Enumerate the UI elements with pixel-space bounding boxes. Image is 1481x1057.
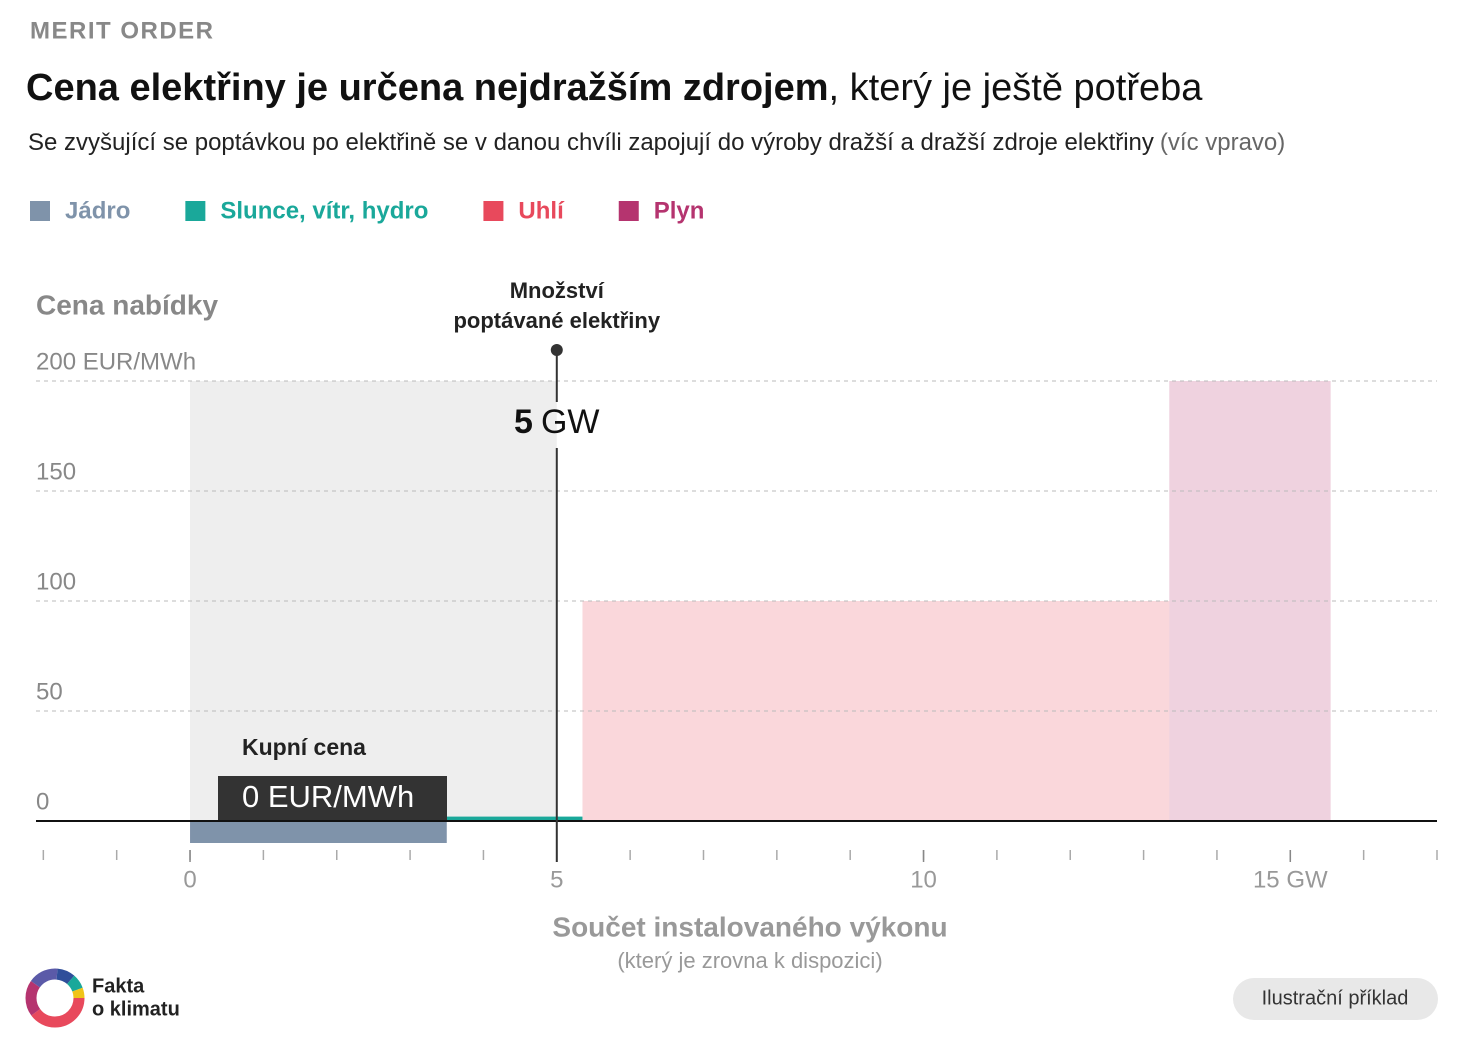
price-label: Kupní cena: [242, 734, 366, 760]
title-bold: Cena elektřiny je určena nejdražším zdro…: [26, 67, 829, 109]
demand-value: 5 GW: [514, 403, 599, 441]
demand-label: Množství: [510, 278, 605, 303]
y-tick-label: 50: [36, 678, 63, 705]
price-value: 0 EUR/MWh: [242, 779, 414, 814]
logo-arc: [25, 968, 85, 1028]
bar: [446, 816, 583, 821]
x-axis-subtitle: (který je zrovna k dispozici): [617, 948, 882, 973]
y-tick-label: 100: [36, 568, 76, 595]
bar: [190, 821, 447, 843]
plot: 0 50 100 150 200 EUR/MWh 0 5 10 15 GW Množství pop…: [36, 278, 1438, 893]
y-tick-label: 200 EUR/MWh: [36, 348, 196, 375]
y-tick-label: 0: [36, 788, 49, 815]
logo: [25, 968, 85, 1028]
x-tick-label: 10: [910, 866, 937, 893]
x-tick-label: 15 GW: [1253, 866, 1328, 893]
legend-swatch: [618, 201, 639, 221]
legend-label: Slunce, vítr, hydro: [220, 197, 428, 224]
logo-arc: [25, 968, 85, 1028]
subtitle-main: Se zvyšující se poptávkou po elektřině s…: [28, 129, 1154, 156]
legend-swatch: [185, 201, 206, 221]
legend: Jádro Slunce, vítr, hydro Uhlí Plyn: [30, 197, 704, 224]
legend-label: Jádro: [65, 197, 130, 224]
logo-arc: [25, 968, 85, 1028]
y-tick-label: 150: [36, 458, 76, 485]
logo-text: o klimatu: [92, 998, 180, 1020]
price-box: [218, 776, 447, 820]
legend-swatch: [483, 201, 504, 221]
y-axis-title: Cena nabídky: [36, 289, 218, 320]
x-tick-label: 0: [183, 866, 196, 893]
demand-label: poptávané elektřiny: [453, 308, 660, 333]
logo-text: Fakta: [92, 975, 145, 997]
badge-text: Ilustrační příklad: [1262, 987, 1409, 1009]
legend-swatch: [30, 201, 50, 221]
chart-title: Cena elektřiny je určena nejdražším zdro…: [26, 67, 1203, 109]
kicker: MERIT ORDER: [30, 17, 215, 44]
bar: [1169, 381, 1331, 821]
badge: [1233, 978, 1438, 1020]
demand-unit: GW: [541, 403, 600, 441]
demand-dot: [550, 344, 563, 356]
subtitle-note: (víc vpravo): [1160, 129, 1285, 156]
legend-label: Plyn: [654, 197, 705, 224]
demand-number: 5: [514, 403, 533, 441]
legend-label: Uhlí: [518, 197, 565, 224]
x-axis-title: Součet instalovaného výkonu: [552, 911, 947, 942]
x-tick-label: 5: [550, 866, 563, 893]
title-rest: , který je ještě potřeba: [829, 67, 1204, 109]
subtitle: Se zvyšující se poptávkou po elektřině s…: [28, 129, 1285, 156]
